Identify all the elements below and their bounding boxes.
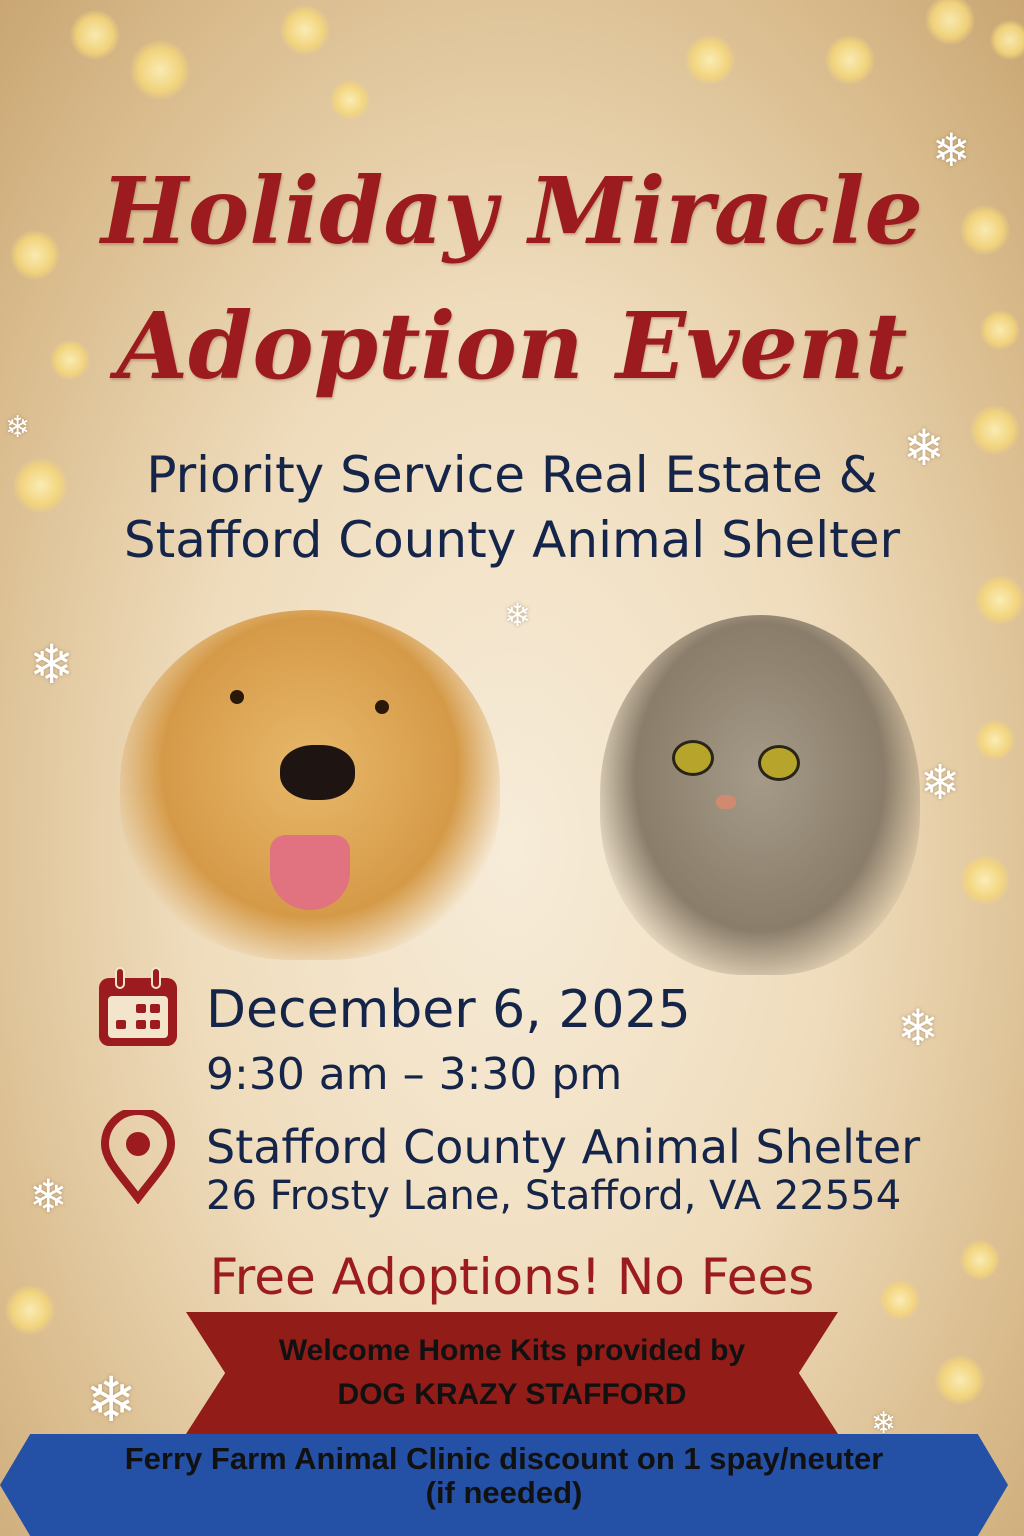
blue-banner-line-2: (if needed) xyxy=(425,1475,583,1510)
bokeh-light xyxy=(12,457,68,513)
red-banner-line-2: DOG KRAZY STAFFORD xyxy=(337,1378,687,1411)
bokeh-light xyxy=(970,405,1020,455)
event-time: 9:30 am – 3:30 pm xyxy=(206,1049,623,1100)
calendar-icon xyxy=(99,967,177,1046)
venue-address: 26 Frosty Lane, Stafford, VA 22554 xyxy=(206,1173,902,1219)
snowflake-icon: ❄ xyxy=(903,419,945,477)
map-pin-icon xyxy=(100,1110,176,1204)
snowflake-icon: ❄ xyxy=(932,123,971,177)
venue-name: Stafford County Animal Shelter xyxy=(206,1120,921,1174)
hosts-line-1: Priority Service Real Estate & xyxy=(146,446,878,504)
bokeh-light xyxy=(330,80,370,120)
blue-banner-line-1: Ferry Farm Animal Clinic discount on 1 s… xyxy=(124,1441,884,1476)
bokeh-light xyxy=(280,5,330,55)
hosts-line-2: Stafford County Animal Shelter xyxy=(123,511,901,569)
dog-image xyxy=(120,610,500,960)
bokeh-light xyxy=(70,10,120,60)
bokeh-light xyxy=(880,1280,920,1320)
snowflake-icon: ❄ xyxy=(871,1406,897,1441)
snowflake-icon: ❄ xyxy=(29,1169,68,1223)
sponsor-banner-red: Welcome Home Kits provided by DOG KRAZY … xyxy=(186,1312,838,1434)
snowflake-icon: ❄ xyxy=(29,633,75,696)
snowflake-icon: ❄ xyxy=(85,1363,137,1436)
free-adoptions-text: Free Adoptions! No Fees xyxy=(209,1248,815,1306)
snowflake-icon: ❄ xyxy=(5,410,31,445)
bokeh-light xyxy=(10,230,60,280)
bokeh-light xyxy=(975,720,1015,760)
title-line-2: Adoption Event xyxy=(116,292,908,400)
bokeh-light xyxy=(685,35,735,85)
bokeh-light xyxy=(960,855,1010,905)
clinic-banner-blue: Ferry Farm Animal Clinic discount on 1 s… xyxy=(0,1434,1008,1536)
bokeh-light xyxy=(990,20,1024,60)
cat-image xyxy=(600,615,920,975)
bokeh-light xyxy=(825,35,875,85)
snowflake-icon: ❄ xyxy=(897,999,939,1057)
bokeh-light xyxy=(960,205,1010,255)
bokeh-light xyxy=(130,40,190,100)
bokeh-light xyxy=(980,310,1020,350)
bokeh-light xyxy=(935,1355,985,1405)
bokeh-light xyxy=(50,340,90,380)
red-banner-line-1: Welcome Home Kits provided by xyxy=(278,1334,746,1367)
bokeh-light xyxy=(975,575,1024,625)
snowflake-icon: ❄ xyxy=(504,596,531,634)
bokeh-light xyxy=(925,0,975,45)
bokeh-light xyxy=(960,1240,1000,1280)
title-line-1: Holiday Miracle xyxy=(101,157,923,265)
event-date: December 6, 2025 xyxy=(206,980,691,1040)
bokeh-light xyxy=(5,1285,55,1335)
snowflake-icon: ❄ xyxy=(920,755,961,811)
